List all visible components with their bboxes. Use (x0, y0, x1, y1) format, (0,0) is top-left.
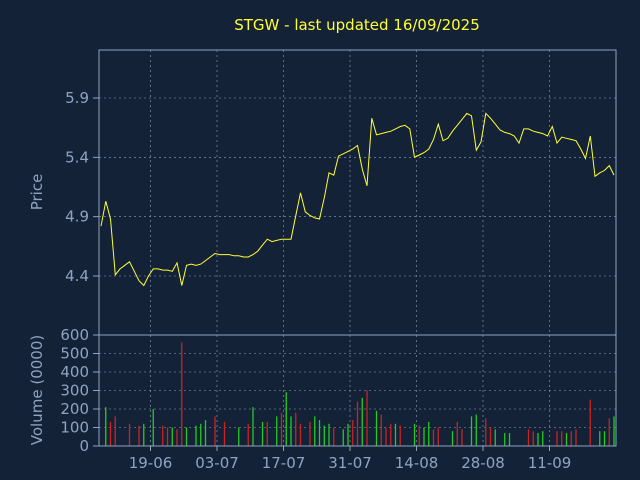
volume-tick-label: 500 (60, 345, 89, 363)
price-tick-label: 5.9 (65, 89, 89, 107)
volume-tick-label: 0 (79, 437, 89, 455)
chart-title: STGW - last updated 16/09/2025 (234, 16, 480, 34)
date-tick-label: 31-07 (328, 454, 372, 472)
price-tick-label: 5.4 (65, 148, 89, 166)
volume-axis-label: Volume (0000) (28, 335, 46, 445)
price-grid (99, 50, 616, 335)
volume-tick-label: 300 (60, 382, 89, 400)
date-x-ticks: 19-06 03-07 17-07 31-07 14-08 28-08 11-09 (129, 446, 572, 472)
date-tick-label: 03-07 (195, 454, 239, 472)
volume-bars (105, 342, 615, 446)
price-tick-label: 4.9 (65, 208, 89, 226)
volume-tick-label: 400 (60, 363, 89, 381)
volume-tick-label: 100 (60, 419, 89, 437)
price-y-ticks: 4.4 4.9 5.4 5.9 (65, 89, 99, 285)
volume-grid (99, 335, 616, 446)
date-tick-label: 17-07 (262, 454, 306, 472)
volume-tick-label: 200 (60, 400, 89, 418)
price-series-line (100, 112, 615, 287)
price-tick-label: 4.4 (65, 267, 89, 285)
date-tick-label: 14-08 (395, 454, 439, 472)
price-axis-label: Price (28, 174, 46, 211)
price-panel: 4.4 4.9 5.4 5.9 Price (28, 49, 617, 336)
volume-tick-label: 600 (60, 326, 89, 344)
date-tick-label: 28-08 (461, 454, 505, 472)
date-tick-label: 11-09 (528, 454, 572, 472)
date-tick-label: 19-06 (129, 454, 173, 472)
